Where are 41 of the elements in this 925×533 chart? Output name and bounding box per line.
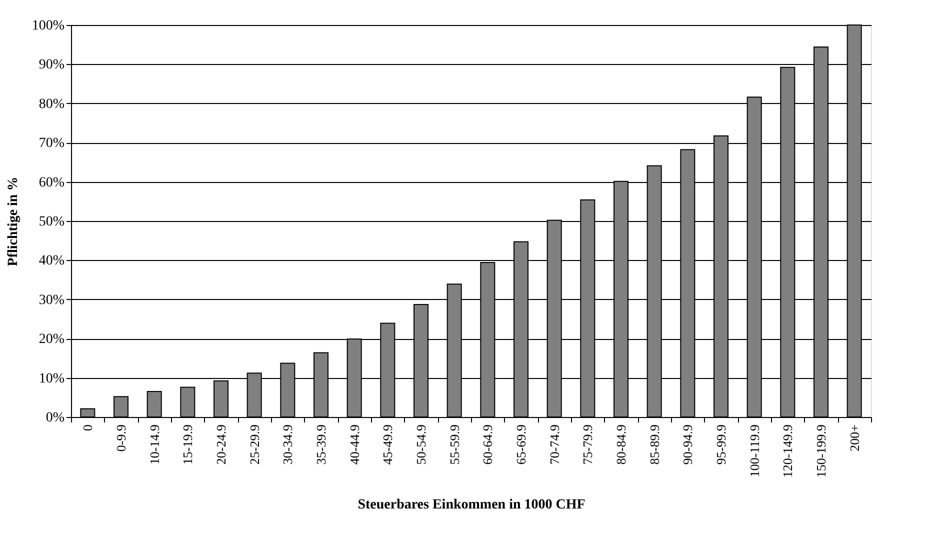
x-tick-label: 40-44.9: [346, 424, 362, 465]
x-tick-label: 0-9.9: [114, 424, 128, 452]
y-tick-label: 0%: [46, 410, 65, 426]
bar: [146, 391, 162, 418]
x-tick-label: 30-34.9: [280, 424, 296, 465]
y-tick-label: 70%: [38, 136, 65, 152]
x-tick-label: 100-119.9: [746, 424, 762, 478]
x-tick-label: 0: [80, 424, 96, 431]
x-tick-label: 60-64.9: [480, 424, 496, 465]
x-tick-label: 75-79.9: [580, 424, 596, 465]
x-axis-title: Steuerbares Einkommen in 1000 CHF: [358, 498, 586, 513]
y-tick-label: 60%: [38, 175, 65, 190]
y-tick-label: 100%: [32, 18, 65, 34]
y-axis-title: Pflichtige in %: [6, 176, 21, 266]
x-tick-label: 95-99.9: [714, 424, 728, 465]
bar: [80, 408, 96, 418]
bar: [114, 396, 128, 418]
y-tick-label: 40%: [38, 254, 65, 269]
x-tick-label: 35-39.9: [314, 424, 328, 465]
bar: [180, 386, 196, 418]
y-tick-label: 10%: [38, 371, 65, 386]
x-tick-label: 80-84.9: [614, 424, 628, 465]
x-tick-label: 120-149.9: [780, 424, 796, 478]
x-tick-label: 65-69.9: [514, 424, 528, 465]
x-tick-label: 200+: [846, 424, 862, 452]
x-tick-label: 45-49.9: [380, 424, 396, 465]
x-tick-label: 90-94.9: [680, 424, 696, 465]
x-tick-label: 25-29.9: [246, 424, 262, 465]
x-tick-label: 70-74.9: [546, 424, 562, 465]
x-tick-label: 85-89.9: [646, 424, 662, 465]
y-tick-label: 90%: [38, 58, 65, 73]
x-tick-label: 55-59.9: [446, 424, 462, 465]
y-tick-label: 80%: [38, 96, 65, 112]
y-tick-label: 20%: [38, 332, 65, 348]
x-tick-label: 150-199.9: [814, 424, 828, 478]
x-tick-label: 15-19.9: [180, 424, 196, 465]
x-tick-label: 20-24.9: [214, 424, 228, 465]
x-tick-label: 10-14.9: [146, 424, 162, 465]
x-tick-label: 50-54.9: [414, 424, 428, 465]
y-tick-label: 50%: [38, 214, 65, 230]
y-tick-label: 30%: [38, 292, 65, 308]
